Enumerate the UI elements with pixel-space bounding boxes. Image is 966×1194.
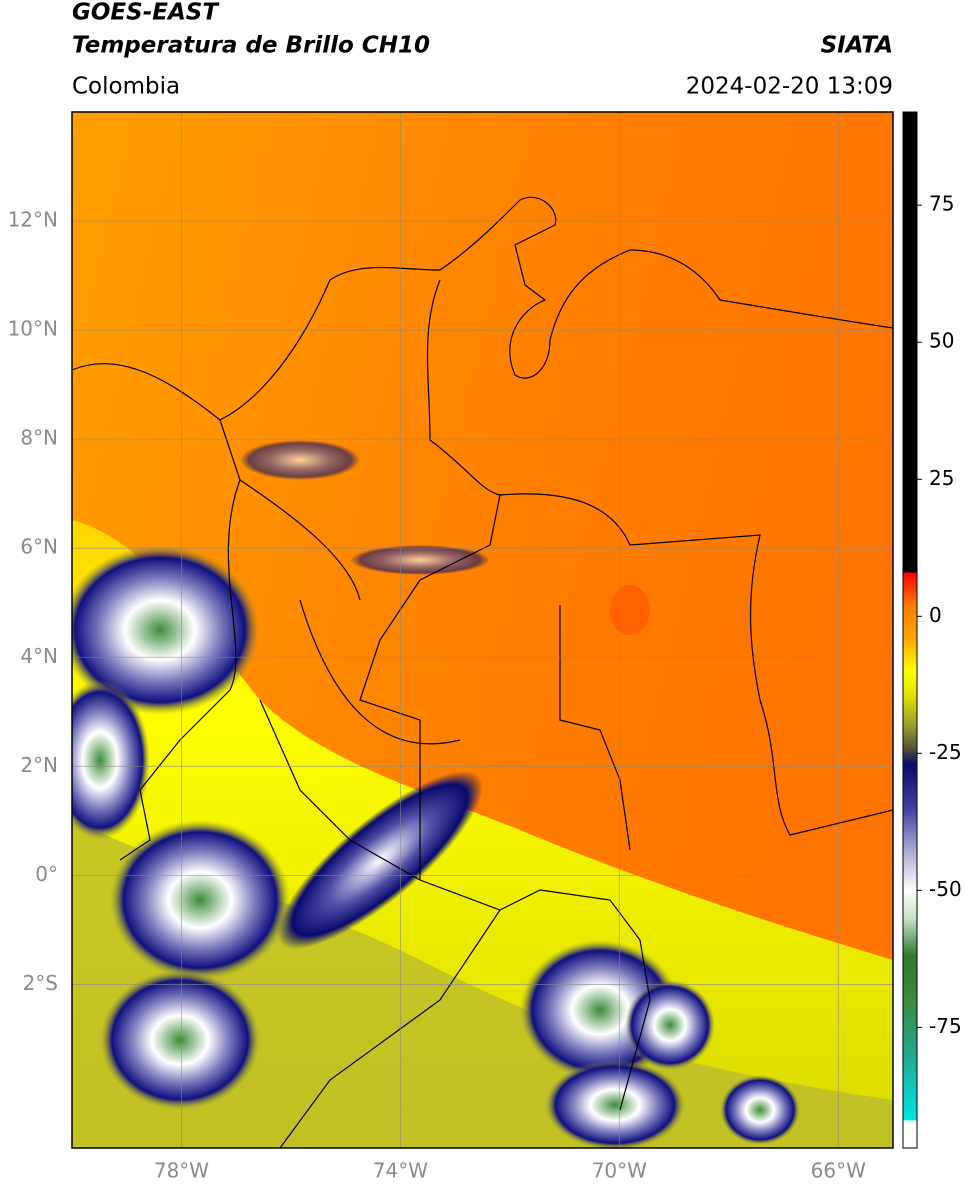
y-tick-label: 4°N <box>20 644 58 668</box>
x-tick-label: 74°W <box>373 1159 428 1183</box>
colorbar-tick-label: 50 <box>929 329 954 353</box>
subtitle: Temperatura de Brillo CH10 <box>72 33 430 59</box>
colorbar-tick-label: 75 <box>929 192 954 216</box>
source: SIATA <box>821 33 893 59</box>
title: GOES-EAST <box>72 0 220 26</box>
y-tick-label: 10°N <box>8 317 58 341</box>
map-frame <box>71 111 894 1149</box>
graticule <box>72 112 893 1148</box>
colorbar <box>902 111 918 1149</box>
x-tick-label: 78°W <box>154 1159 209 1183</box>
colorbar-tick-label: -50 <box>929 877 962 901</box>
y-tick-label: 8°N <box>20 426 58 450</box>
satellite-image <box>72 112 893 1148</box>
region: Colombia <box>72 74 180 100</box>
y-tick-label: 6°N <box>20 535 58 559</box>
x-tick-label: 70°W <box>592 1159 647 1183</box>
x-tick-label: 66°W <box>811 1159 866 1183</box>
colorbar-tick-label: 0 <box>929 603 942 627</box>
y-tick-label: 2°S <box>23 971 58 995</box>
y-tick-label: 2°N <box>20 753 58 777</box>
colorbar-tick-label: -75 <box>929 1014 962 1038</box>
colorbar-tick-label: -25 <box>929 740 962 764</box>
timestamp: 2024-02-20 13:09 <box>686 74 893 100</box>
colorbar-tick-label: 25 <box>929 466 954 490</box>
y-tick-label: 12°N <box>8 208 58 232</box>
y-tick-label: 0° <box>35 862 58 886</box>
